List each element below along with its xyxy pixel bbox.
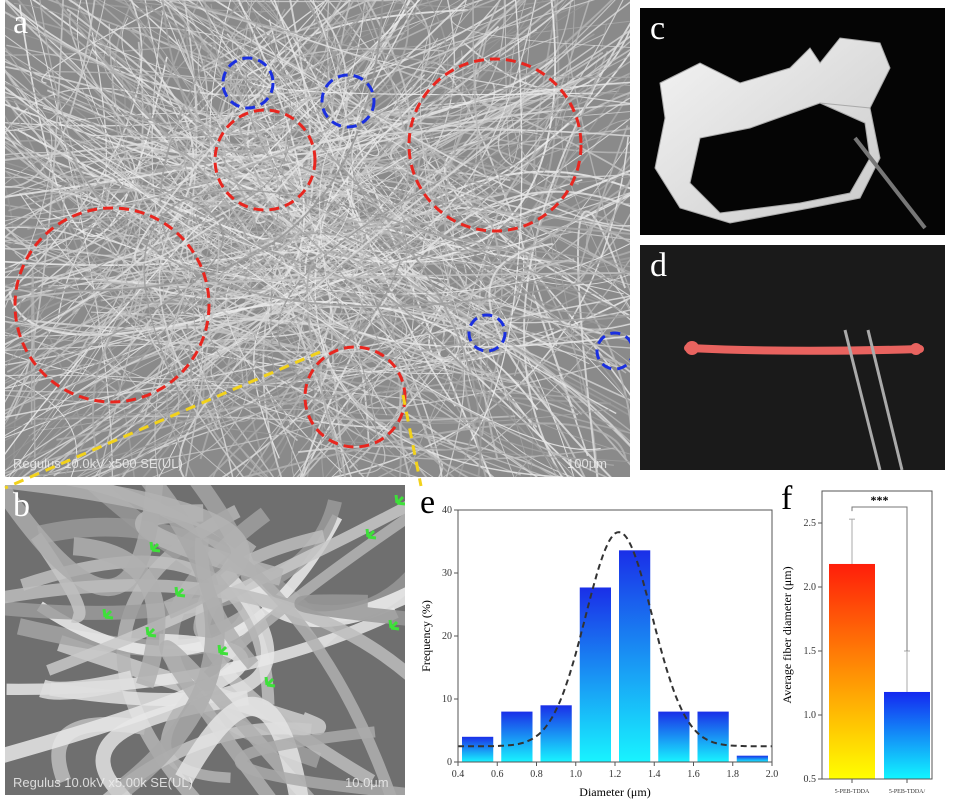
- blue-circle: [595, 331, 630, 371]
- fiber-texture-b: [5, 485, 405, 795]
- green-arrow-icon: [217, 644, 229, 656]
- significance-marker: ***: [871, 493, 889, 507]
- panel-label-e: e: [420, 484, 436, 521]
- histogram-bar: [462, 736, 494, 762]
- histogram-bar: [540, 705, 572, 762]
- x-tick-label: 0.6: [491, 769, 504, 780]
- photo-c: c: [640, 8, 945, 235]
- x-tick-label: 1.0: [570, 769, 583, 780]
- scale-bar-a: 100μm: [567, 456, 608, 471]
- panel-label-a: a: [13, 4, 29, 41]
- y-tick-label: 1.0: [804, 710, 817, 721]
- red-fiber-rod-photo: [684, 329, 924, 470]
- histogram-bar: [501, 711, 533, 762]
- bar: [829, 563, 875, 779]
- significance-bracket: [851, 506, 908, 651]
- x-tick-label: 1.4: [648, 769, 661, 780]
- y-tick-label: 20: [442, 631, 452, 642]
- x-axis-label: Diameter (μm): [579, 785, 650, 799]
- scale-bar-b: 10.0μm: [345, 775, 389, 790]
- y-tick-label: 2.0: [804, 582, 817, 593]
- sem-image-a: a Regulus 10.0kV x500 SE(UL) 100μm: [5, 0, 630, 477]
- green-arrow-icon: [149, 541, 161, 553]
- y-tick-label: 1.5: [804, 646, 817, 657]
- y-tick-label: 40: [442, 505, 452, 516]
- y-tick-label: 0.5: [804, 774, 817, 785]
- x-tick-label: 1.8: [727, 769, 740, 780]
- histogram-bar: [579, 587, 611, 762]
- plot-frame: [821, 490, 933, 780]
- sem-footer-a: Regulus 10.0kV x500 SE(UL): [13, 456, 183, 471]
- panel-label-d: d: [650, 247, 667, 284]
- x-tick-label: 5-PEB-TDDA: [835, 789, 870, 795]
- blue-circle: [467, 313, 507, 353]
- red-circle: [303, 345, 407, 449]
- y-axis-label: Average fiber diameter (μm): [780, 566, 794, 703]
- green-arrow-icon: [174, 586, 186, 598]
- x-tick-label: 5-PEB-TDDA/: [889, 789, 926, 795]
- y-tick-label: 2.5: [804, 518, 817, 529]
- x-tick-label: 0.4: [452, 769, 465, 780]
- red-circle: [213, 108, 317, 212]
- histogram-bar: [658, 711, 690, 762]
- panel-label-f: f: [781, 480, 793, 517]
- sem-image-b: b Regulus 10.0kV x5.00k SE(UL) 10.0μm: [5, 485, 405, 795]
- bar: [884, 691, 930, 779]
- paper-membrane-photo: [654, 37, 927, 230]
- tweezers: [843, 329, 882, 470]
- bar-chart: 0.5 1.0 1.5 2.0 2.5 5-PEB-TDDA 5-PEB-TDDA/ ***…: [780, 490, 933, 795]
- blue-circle: [320, 73, 376, 129]
- gaussian-fit-curve: [458, 531, 772, 748]
- histogram-bar: [697, 711, 729, 762]
- x-tick-label: 1.2: [609, 769, 622, 780]
- red-circle: [13, 206, 211, 404]
- photo-d: d: [640, 245, 945, 470]
- histogram-bar: [736, 755, 768, 762]
- histogram-bar: [619, 550, 651, 762]
- histogram-chart: 0.4 0.6 0.8 1.0 1.2 1.4 1.6 1.8 2.0 0 10 20 30 40 Dia…: [419, 505, 779, 799]
- green-arrow-icon: [394, 494, 405, 506]
- y-tick-label: 30: [442, 568, 452, 579]
- green-arrow-icon: [388, 619, 400, 631]
- red-circle: [407, 57, 583, 233]
- sem-footer-b: Regulus 10.0kV x5.00k SE(UL): [13, 775, 193, 790]
- tweezers: [853, 136, 927, 230]
- panel-label-b: b: [13, 487, 30, 524]
- y-tick-label: 10: [442, 694, 452, 705]
- blue-circle: [221, 56, 275, 110]
- green-arrow-icon: [145, 626, 157, 638]
- x-tick-label: 2.0: [766, 769, 779, 780]
- y-axis-label: Frequency (%): [419, 600, 433, 672]
- y-tick-label: 0: [447, 757, 452, 768]
- annotation-circles: [13, 56, 630, 449]
- green-arrow-icon: [264, 676, 276, 688]
- green-arrow-icon: [102, 608, 114, 620]
- panel-label-c: c: [650, 10, 666, 47]
- x-tick-label: 0.8: [530, 769, 543, 780]
- green-arrows: [102, 494, 405, 688]
- x-tick-label: 1.6: [687, 769, 700, 780]
- green-arrow-icon: [365, 528, 377, 540]
